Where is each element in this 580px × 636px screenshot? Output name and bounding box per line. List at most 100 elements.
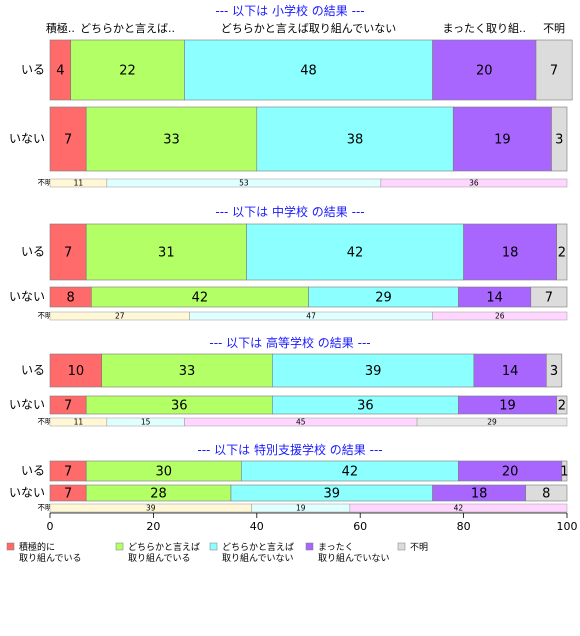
bar-segment — [535, 39, 573, 101]
column-header-label: どちらかと言えば.. — [80, 22, 175, 35]
marginal-segment — [432, 311, 568, 321]
bar-segment — [556, 223, 568, 281]
panel-title: --- 以下は 中学校 の結果 --- — [215, 204, 364, 219]
bar-value-label: 36 — [357, 399, 374, 414]
marginal-value-label: 36 — [469, 179, 479, 188]
legend-label: 不明 — [410, 542, 428, 553]
legend-label: 取り組んでいない — [222, 552, 294, 564]
bar-segment — [49, 106, 87, 172]
bar-segment — [256, 106, 454, 172]
bar-segment — [473, 353, 547, 388]
marginal-value-label: 45 — [296, 418, 306, 427]
legend-swatch — [305, 542, 314, 551]
bar-segment — [432, 39, 537, 101]
panel-title: --- 以下は 高等学校 の結果 --- — [209, 335, 370, 350]
marginal-value-label: 42 — [454, 504, 464, 513]
bar-segment — [70, 39, 185, 101]
row-label: いる — [21, 464, 45, 478]
bar-value-label: 48 — [300, 64, 317, 79]
bar-value-label: 42 — [347, 246, 364, 261]
legend-label: どちらかと言えば — [128, 541, 200, 553]
bar-segment — [85, 223, 247, 281]
row-label: いない — [9, 398, 45, 412]
marginal-value-label: 11 — [74, 418, 84, 427]
column-header-label: まったく取り組.. — [442, 22, 526, 35]
bar-value-label: 39 — [365, 364, 382, 379]
bar-segment — [525, 484, 568, 502]
bar-value-label: 7 — [64, 246, 72, 261]
marginal-segment — [380, 178, 568, 188]
marginal-segment — [416, 417, 568, 427]
bar-value-label: 42 — [192, 291, 209, 306]
bar-value-label: 38 — [347, 133, 364, 148]
marginal-value-label: 39 — [146, 504, 156, 513]
legend-label: まったく — [318, 542, 354, 553]
panel-title: --- 以下は 特別支援学校 の結果 --- — [197, 442, 382, 457]
bar-value-label: 18 — [502, 246, 519, 261]
bar-segment — [546, 353, 563, 388]
bar-segment — [101, 353, 273, 388]
bar-segment — [452, 106, 552, 172]
bar-value-label: 1 — [560, 465, 568, 480]
bar-value-label: 4 — [56, 64, 64, 79]
marginal-value-label: 15 — [141, 418, 151, 427]
legend-label: 取り組んでいる — [19, 552, 82, 564]
marginal-value-label: 27 — [115, 312, 125, 321]
column-header-label: 不明 — [543, 22, 565, 35]
bar-value-label: 19 — [499, 399, 516, 414]
x-tick-label: 60 — [353, 520, 367, 533]
column-header-label: 積極.. — [46, 21, 75, 35]
legend-swatch — [115, 542, 124, 551]
marginal-label: 不明 — [38, 178, 53, 187]
panel-title: --- 以下は 小学校 の結果 --- — [215, 3, 364, 18]
bar-value-label: 30 — [155, 465, 172, 480]
bar-value-label: 3 — [555, 133, 563, 148]
bar-value-label: 7 — [64, 399, 72, 414]
bar-value-label: 10 — [68, 364, 85, 379]
marginal-value-label: 26 — [495, 312, 505, 321]
marginal-label: 不明 — [38, 417, 53, 426]
x-tick-label: 100 — [557, 520, 578, 533]
marginal-value-label: 19 — [296, 504, 306, 513]
legend-label: どちらかと言えば — [222, 541, 294, 553]
bar-value-label: 28 — [150, 487, 167, 502]
marginal-value-label: 47 — [306, 312, 316, 321]
x-tick-label: 80 — [457, 520, 471, 533]
bar-value-label: 31 — [158, 246, 175, 261]
x-tick-label: 0 — [47, 520, 54, 533]
legend-swatch — [6, 542, 15, 551]
bar-value-label: 20 — [502, 465, 519, 480]
marginal-value-label: 53 — [239, 179, 249, 188]
bar-value-label: 8 — [67, 291, 75, 306]
row-label: いる — [21, 363, 45, 377]
bar-value-label: 7 — [64, 487, 72, 502]
x-tick-label: 20 — [146, 520, 160, 533]
legend-label: 取り組んでいない — [318, 552, 390, 564]
marginal-label: 不明 — [38, 311, 53, 320]
bar-segment — [551, 106, 568, 172]
bar-value-label: 42 — [342, 465, 359, 480]
bar-segment — [530, 286, 568, 308]
bar-value-label: 33 — [163, 133, 180, 148]
bar-value-label: 7 — [550, 64, 558, 79]
bar-value-label: 20 — [476, 64, 493, 79]
bar-value-label: 3 — [550, 364, 558, 379]
bar-segment — [85, 106, 258, 172]
bar-value-label: 7 — [64, 133, 72, 148]
marginal-value-label: 11 — [74, 179, 84, 188]
legend-label: 積極的に — [19, 541, 55, 553]
bar-value-label: 19 — [494, 133, 511, 148]
row-label: いる — [21, 245, 45, 259]
bar-segment — [561, 460, 568, 482]
bar-value-label: 8 — [542, 487, 550, 502]
legend-swatch — [209, 542, 218, 551]
bar-value-label: 29 — [375, 291, 392, 306]
legend-swatch — [397, 542, 406, 551]
bar-value-label: 7 — [545, 291, 553, 306]
column-header-label: どちらかと言えば取り組んでいない — [221, 22, 396, 35]
bar-segment — [184, 39, 433, 101]
marginal-segment — [349, 503, 568, 513]
marginal-value-label: 29 — [487, 418, 497, 427]
bar-value-label: 7 — [64, 465, 72, 480]
bar-segment — [272, 353, 475, 388]
